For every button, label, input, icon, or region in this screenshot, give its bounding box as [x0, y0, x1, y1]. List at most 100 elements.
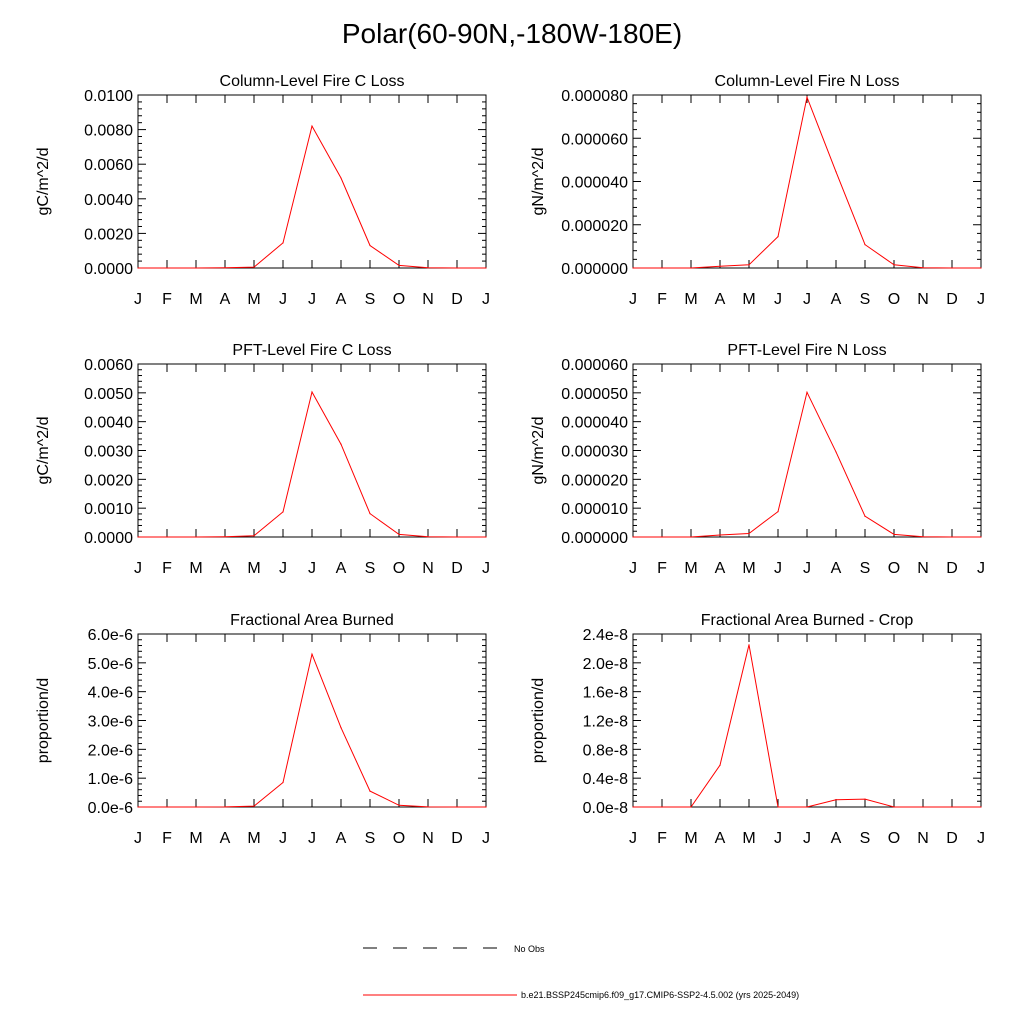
plot-frame	[137, 363, 487, 538]
x-tick-label: S	[860, 560, 871, 577]
x-tick-label: D	[946, 560, 958, 577]
x-tick-label: F	[162, 291, 172, 308]
x-tick-label: N	[422, 560, 434, 577]
x-tick-label: N	[917, 291, 929, 308]
data-point	[690, 806, 692, 808]
chart-panel-2: Column-Level Fire N Loss gN/m^2/d 0.000000…	[530, 73, 985, 308]
x-tick-label: F	[657, 291, 667, 308]
x-tick-label: J	[803, 560, 811, 577]
x-tick-label: J	[279, 291, 287, 308]
data-point	[427, 267, 429, 269]
x-tick-label: J	[308, 560, 316, 577]
y-axis-label: gN/m^2/d	[530, 148, 547, 216]
data-point	[456, 267, 458, 269]
chart-panel-3: PFT-Level Fire C Loss gC/m^2/d 0.0000 0.001…	[35, 342, 490, 577]
data-point	[311, 391, 313, 393]
series-line	[633, 390, 981, 538]
data-point	[632, 267, 634, 269]
x-tick-label: J	[629, 830, 637, 847]
data-point	[485, 806, 487, 808]
x-tick-label: M	[189, 560, 202, 577]
data-point	[748, 644, 750, 646]
x-tick-label: J	[629, 291, 637, 308]
x-tick-label: D	[451, 830, 463, 847]
y-tick-label: 3.0e-6	[88, 714, 133, 731]
y-tick-label: 0.0000	[84, 530, 133, 547]
data-point	[835, 799, 837, 801]
data-point	[340, 443, 342, 445]
x-tick-label: J	[803, 830, 811, 847]
y-tick-label: 4.0e-6	[88, 685, 133, 702]
x-tick-label: A	[715, 291, 726, 308]
x-tick-label: M	[247, 560, 260, 577]
y-tick-label: 2.4e-8	[583, 627, 628, 644]
y-tick-label: 0.0050	[84, 386, 133, 403]
data-point	[166, 267, 168, 269]
series-line	[138, 124, 486, 269]
data-point	[922, 806, 924, 808]
x-tick-label: M	[684, 560, 697, 577]
y-tick-label: 0.000060	[561, 357, 628, 374]
data-point	[224, 806, 226, 808]
data-point	[485, 267, 487, 269]
x-tick-label: J	[308, 830, 316, 847]
data-point	[719, 265, 721, 267]
data-point	[951, 536, 953, 538]
data-point	[195, 267, 197, 269]
data-point	[719, 764, 721, 766]
y-tick-label: 0.000050	[561, 386, 628, 403]
x-tick-label: J	[774, 830, 782, 847]
data-point	[719, 534, 721, 536]
x-tick-label: S	[860, 291, 871, 308]
y-tick-label: 1.2e-8	[583, 714, 628, 731]
x-tick-label: O	[888, 560, 900, 577]
y-axis-label: gN/m^2/d	[530, 417, 547, 485]
chart-panel-5: Fractional Area Burned proportion/d 0.0e-6…	[35, 612, 490, 847]
x-tick-label: J	[629, 560, 637, 577]
chart-title: PFT-Level Fire N Loss	[727, 342, 886, 359]
data-point	[195, 806, 197, 808]
y-tick-label: 0.000000	[561, 530, 628, 547]
legend-obs-label: No Obs	[514, 944, 545, 954]
x-tick-label: J	[977, 291, 985, 308]
x-tick-label: N	[422, 830, 434, 847]
data-point	[311, 653, 313, 655]
data-point	[893, 264, 895, 266]
data-point	[398, 804, 400, 806]
chart-panel-6: Fractional Area Burned - Crop proportion/…	[530, 612, 985, 847]
series-line	[138, 652, 486, 808]
data-point	[690, 536, 692, 538]
x-tick-label: J	[134, 560, 142, 577]
x-tick-label: M	[742, 560, 755, 577]
data-point	[282, 511, 284, 513]
x-tick-label: J	[774, 560, 782, 577]
x-tick-label: D	[946, 830, 958, 847]
y-tick-label: 0.0e-8	[583, 800, 628, 817]
x-tick-label: F	[162, 560, 172, 577]
x-tick-label: O	[888, 291, 900, 308]
x-tick-label: J	[279, 560, 287, 577]
x-tick-label: O	[393, 291, 405, 308]
data-point	[661, 267, 663, 269]
plot-frame	[137, 633, 487, 808]
chart-title: PFT-Level Fire C Loss	[232, 342, 391, 359]
data-point	[369, 244, 371, 247]
data-point	[893, 533, 895, 536]
y-axis-label: proportion/d	[35, 678, 52, 763]
y-tick-label: 1.6e-8	[583, 685, 628, 702]
y-tick-label: 6.0e-6	[88, 627, 133, 644]
data-point	[777, 236, 779, 238]
y-tick-label: 0.000040	[561, 415, 628, 432]
x-tick-label: D	[451, 560, 463, 577]
data-point	[456, 806, 458, 808]
y-tick-label: 0.0060	[84, 157, 133, 174]
x-tick-label: D	[451, 291, 463, 308]
data-point	[253, 266, 255, 268]
data-point	[951, 267, 953, 269]
y-tick-label: 2.0e-6	[88, 742, 133, 759]
data-point	[369, 513, 371, 515]
data-point	[806, 806, 808, 808]
x-tick-label: N	[422, 291, 434, 308]
x-tick-label: S	[365, 560, 376, 577]
